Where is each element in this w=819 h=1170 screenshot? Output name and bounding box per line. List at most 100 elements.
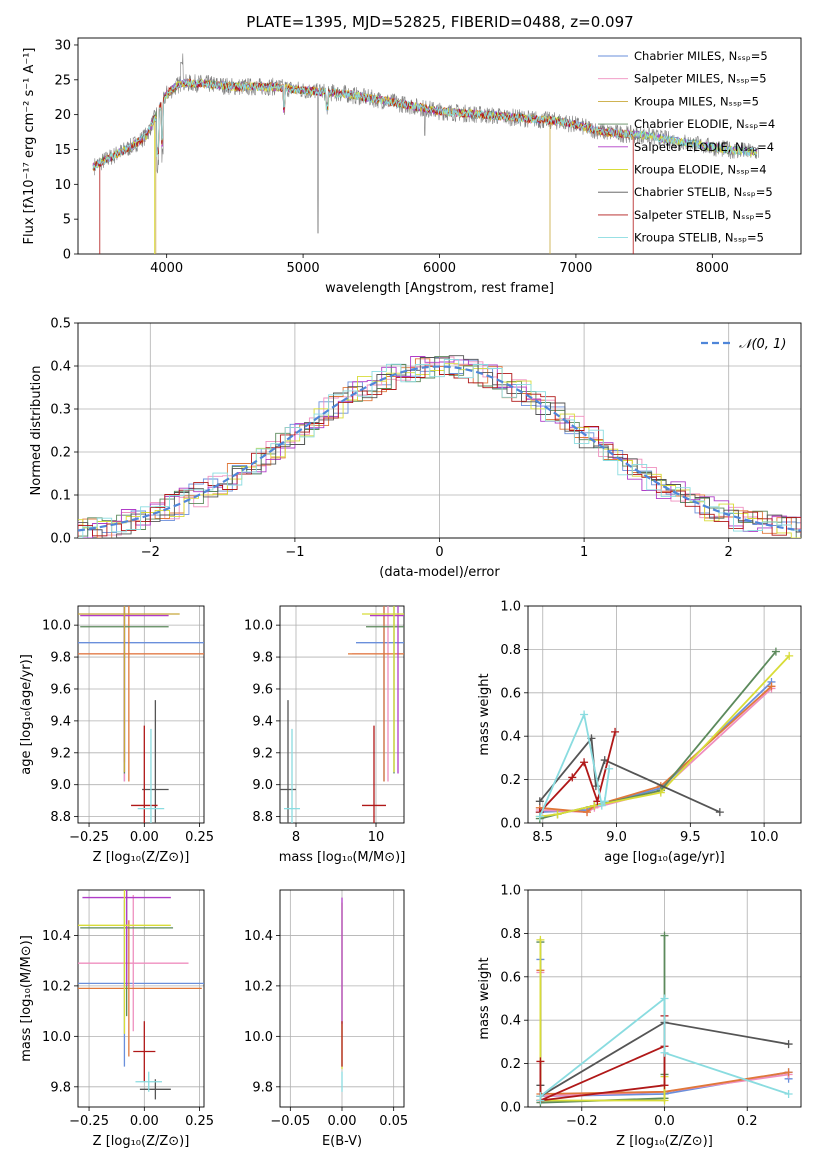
spectrum-panel: 4000 5000 6000 7000 8000 0 5 10 15 20 25 30 waveleng… (22, 37, 802, 296)
x-tick-label: 8.5 (532, 830, 553, 845)
x-axis-label: E(B-V) (322, 1134, 362, 1149)
axes-frame (77, 322, 802, 539)
weight-point (660, 1081, 669, 1090)
y-tick-label: 0.8 (500, 927, 521, 942)
weight-vs-age-panel: 8.5 9.0 9.5 10.0 0.0 0.2 0.4 0.6 0.8 1.0 age [log₁… (477, 600, 802, 865)
weight-point (784, 1068, 793, 1077)
weight-line (539, 935, 666, 1104)
weight-point (600, 797, 609, 806)
x-tick-label: −0.05 (270, 1114, 310, 1129)
spectrum-line-8 (92, 79, 758, 171)
histogram-step (78, 358, 801, 538)
y-axis-label: mass [log₁₀(M/M⊙)] (19, 935, 34, 1062)
y-tick-label: 0.4 (50, 360, 71, 375)
y-tick-label: 0.0 (500, 1101, 521, 1116)
y-tick-label: 10.0 (42, 1030, 71, 1045)
weight-vs-metallicity-panel: −0.2 0.0 0.2 0.0 0.2 0.4 0.6 0.8 1.0 Z [log₁₀(Z/Z… (477, 884, 802, 1149)
x-tick-label: 0 (435, 545, 443, 560)
y-tick-label: 10.2 (244, 979, 273, 994)
x-tick-label: −0.25 (69, 830, 109, 845)
y-tick-label: 0.0 (50, 532, 71, 547)
x-tick-label: 8000 (696, 261, 729, 276)
y-tick-label: 9.0 (252, 778, 273, 793)
y-tick-label: 10.0 (244, 619, 273, 634)
y-tick-label: 10.0 (244, 1030, 273, 1045)
y-axis-label: mass weight (477, 957, 492, 1039)
y-tick-label: 9.4 (252, 714, 273, 729)
y-tick-label: 9.2 (252, 746, 273, 761)
weight-point (784, 1040, 793, 1049)
spectrum-title: PLATE=1395, MJD=52825, FIBERID=0488, z=0… (246, 13, 633, 31)
axes-frame (527, 605, 802, 824)
weight-point (536, 935, 545, 944)
y-tick-label: 0.6 (500, 686, 521, 701)
y-tick-label: 30 (54, 38, 71, 53)
x-tick-label: −0.25 (69, 1114, 109, 1129)
histogram-step (78, 365, 801, 538)
y-tick-label: 10.2 (42, 979, 71, 994)
weight-point (660, 1048, 669, 1057)
y-tick-label: 1.0 (500, 884, 521, 899)
x-tick-label: 0.00 (328, 1114, 357, 1129)
legend-entry: Kroupa STELIB, Nₛₛₚ=5 (634, 231, 764, 245)
x-tick-label: 4000 (150, 261, 183, 276)
x-tick-label: 0.05 (379, 1114, 408, 1129)
y-tick-label: 10 (54, 178, 71, 193)
y-axis-label: Normed distribution (29, 366, 44, 496)
y-tick-label: 10.4 (42, 929, 71, 944)
x-tick-label: 0.25 (185, 1114, 214, 1129)
histogram-step (78, 358, 801, 538)
x-tick-label: 9.5 (680, 830, 701, 845)
x-tick-label: 10.0 (750, 830, 779, 845)
x-axis-label: (data-model)/error (379, 565, 500, 580)
age-vs-mass-panel: 8 10 8.8 9.0 9.2 9.4 9.6 9.8 10.0 mass [log₁₀(M/M… (244, 605, 406, 865)
x-tick-label: −2 (141, 545, 160, 560)
axes-frame (77, 605, 205, 824)
y-tick-label: 9.8 (50, 1080, 71, 1095)
y-tick-label: 9.6 (50, 682, 71, 697)
weight-point (784, 1089, 793, 1098)
x-tick-label: 0.25 (185, 830, 214, 845)
y-axis-label: mass weight (477, 673, 492, 755)
y-tick-label: 0.4 (500, 730, 521, 745)
axes-frame (279, 605, 405, 824)
weight-point (660, 931, 669, 940)
weight-point (553, 810, 562, 819)
x-tick-label: 10 (368, 830, 385, 845)
y-tick-label: 10.0 (42, 619, 71, 634)
x-axis-label: mass [log₁₀(M/M⊙)] (279, 850, 406, 865)
axes-frame (77, 889, 205, 1108)
weight-point (611, 727, 620, 736)
weight-point (660, 1096, 669, 1105)
weight-point (660, 994, 669, 1003)
spectrum-line-7 (92, 79, 634, 254)
x-tick-label: 1 (580, 545, 588, 560)
axes-frame (77, 37, 802, 255)
y-tick-label: 9.4 (50, 714, 71, 729)
y-tick-label: 9.2 (50, 746, 71, 761)
y-tick-label: 0.2 (500, 773, 521, 788)
x-tick-label: 2 (725, 545, 733, 560)
axes-frame (279, 889, 405, 1108)
weight-point (580, 710, 589, 719)
spectrum-line-2 (92, 78, 634, 254)
x-tick-label: 0.2 (737, 1114, 758, 1129)
x-tick-label: 7000 (559, 261, 592, 276)
weight-point (593, 797, 602, 806)
weight-point (536, 1057, 545, 1066)
weight-point (605, 764, 614, 773)
weight-line (539, 1015, 666, 1102)
y-tick-label: 0.5 (50, 317, 71, 332)
weight-point (656, 788, 665, 797)
y-tick-label: 9.8 (252, 1080, 273, 1095)
y-tick-label: 8.8 (50, 810, 71, 825)
y-tick-label: 9.0 (50, 778, 71, 793)
weight-point (590, 801, 599, 810)
x-axis-label: age [log₁₀(age/yr)] (604, 850, 725, 865)
legend-entry: Kroupa ELODIE, Nₛₛₚ=4 (634, 163, 767, 177)
y-tick-label: 0.1 (50, 489, 71, 504)
y-tick-label: 0.4 (500, 1014, 521, 1029)
weight-point (597, 801, 606, 810)
x-tick-label: 0.0 (654, 1114, 675, 1129)
